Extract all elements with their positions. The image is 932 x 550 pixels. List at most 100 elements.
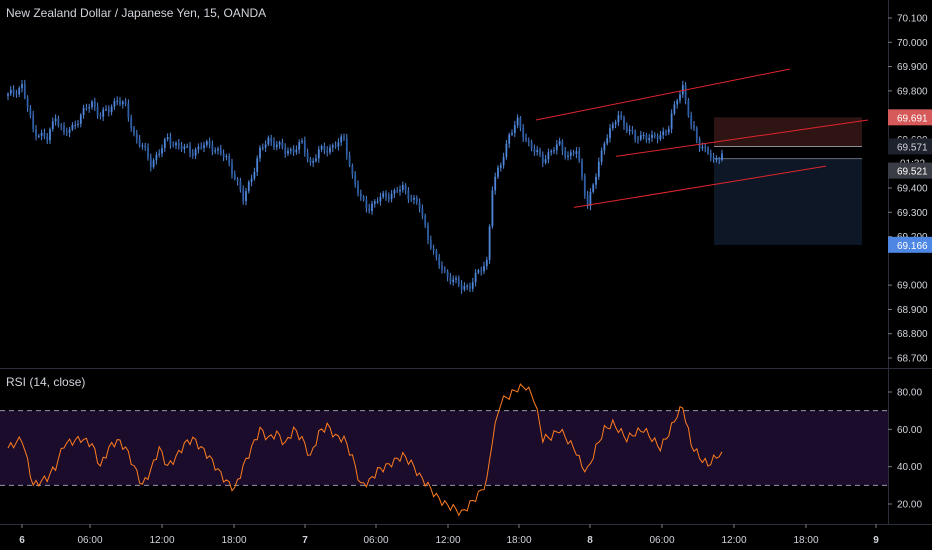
candle-body — [354, 174, 357, 185]
candle-body — [315, 158, 317, 161]
candle-body — [516, 117, 519, 126]
candle-body — [65, 131, 68, 133]
candle-body — [555, 144, 558, 151]
candle-body — [421, 208, 424, 216]
price-axis-label: 68.700 — [897, 354, 928, 365]
candle-body — [382, 193, 385, 197]
trendline-1[interactable] — [535, 68, 791, 121]
candle-body — [152, 160, 155, 168]
candle-body — [491, 190, 494, 227]
candle-body — [208, 141, 211, 145]
candle-body — [7, 93, 9, 96]
candle-body — [147, 147, 149, 158]
candle-body — [343, 136, 345, 139]
candle-body — [449, 276, 452, 283]
candle-body — [586, 195, 589, 207]
candle-body — [519, 117, 522, 128]
candle-body — [133, 127, 135, 134]
candle-body — [592, 184, 595, 192]
candle-body — [189, 146, 191, 153]
candle-body — [443, 269, 446, 272]
candle-body — [642, 135, 645, 137]
candle-body — [544, 159, 547, 163]
candle-body — [667, 128, 670, 133]
candle-body — [541, 154, 544, 163]
candle-body — [183, 146, 186, 149]
candle-body — [180, 146, 183, 149]
candle-body — [693, 125, 695, 129]
candle-body — [463, 286, 466, 290]
candle-body — [415, 197, 418, 203]
candle-body — [264, 144, 267, 148]
candle-body — [401, 185, 404, 190]
candle-body — [273, 141, 275, 147]
trendline-3[interactable] — [573, 165, 827, 208]
trendline-2[interactable] — [615, 119, 869, 157]
time-axis-label: 12:00 — [721, 535, 746, 546]
candle-body — [275, 144, 278, 147]
candle-body — [12, 89, 15, 94]
candle-body — [513, 125, 516, 133]
candle-body — [32, 115, 35, 130]
candle-body — [127, 103, 130, 118]
candle-body — [441, 265, 443, 270]
candle-body — [121, 101, 124, 105]
candle-body — [413, 197, 415, 200]
candle-body — [35, 129, 37, 137]
candle-body — [609, 128, 611, 139]
candle-body — [175, 142, 177, 146]
candle-body — [721, 153, 723, 160]
candle-body — [43, 133, 46, 137]
candle-body — [85, 108, 88, 110]
candle-body — [432, 248, 435, 251]
candle-body — [527, 140, 530, 143]
rsi-axis-label: 20.00 — [897, 500, 922, 511]
candle-body — [331, 145, 334, 148]
candle-body — [295, 149, 298, 153]
candle-body — [340, 136, 343, 143]
candle-body — [88, 107, 91, 109]
candle-body — [113, 101, 116, 107]
candle-body — [508, 134, 511, 144]
price-axis-label: 70.000 — [897, 38, 928, 49]
candle-body — [306, 152, 309, 160]
candle-body — [435, 250, 438, 258]
candle-body — [410, 199, 413, 201]
candle-body — [637, 139, 639, 141]
candle-body — [656, 136, 659, 139]
candle-body — [18, 88, 21, 95]
candle-body — [718, 158, 721, 160]
candle-body — [497, 167, 499, 177]
candle-body — [110, 106, 113, 113]
candle-body — [186, 146, 189, 148]
candle-body — [284, 147, 287, 154]
last-price-badge — [888, 162, 932, 179]
candle-body — [446, 271, 449, 277]
rsi-axis-label: 80.00 — [897, 388, 922, 399]
candle-body — [267, 137, 270, 145]
candle-body — [357, 184, 359, 194]
candle-body — [499, 165, 502, 168]
candle-body — [474, 272, 477, 283]
candle-body — [628, 129, 631, 132]
candle-body — [670, 113, 673, 129]
candle-body — [329, 147, 331, 153]
candle-body — [203, 145, 205, 148]
candle-body — [231, 163, 233, 175]
candle-body — [253, 172, 256, 179]
time-axis-label: 12:00 — [435, 535, 460, 546]
candle-body — [707, 147, 709, 154]
candle-body — [399, 189, 401, 192]
candle-body — [368, 208, 371, 212]
candle-body — [197, 146, 200, 150]
candle-body — [261, 147, 264, 149]
candle-body — [536, 150, 539, 152]
candle-body — [317, 149, 320, 159]
candle-body — [564, 150, 567, 157]
candle-body — [359, 193, 362, 197]
stop-price-label: 69.691 — [897, 113, 928, 124]
candle-body — [222, 153, 225, 158]
time-axis-label: 9 — [873, 535, 879, 546]
candle-body — [589, 191, 592, 207]
candle-body — [684, 85, 687, 101]
